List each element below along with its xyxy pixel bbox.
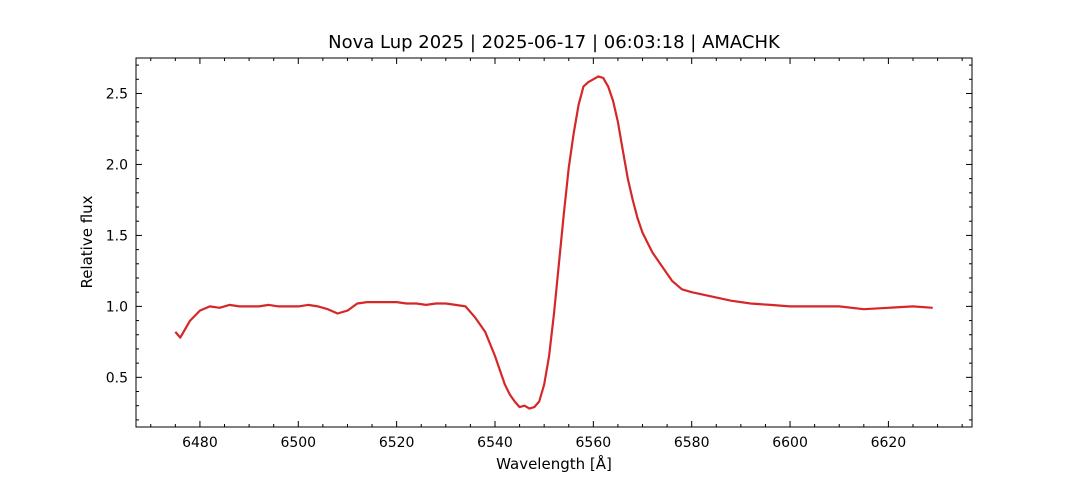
x-tick-label: 6520 xyxy=(379,435,415,451)
y-tick-label: 2.5 xyxy=(106,86,128,102)
x-tick-label: 6580 xyxy=(674,435,710,451)
plot-frame xyxy=(135,57,973,428)
x-tick-label: 6620 xyxy=(871,435,907,451)
x-tick-label: 6540 xyxy=(477,435,513,451)
y-tick-label: 2.0 xyxy=(106,157,128,173)
x-tick-label: 6500 xyxy=(280,435,316,451)
y-axis-label: Relative flux xyxy=(78,195,96,288)
axis-ticks: 6480 6500 6520 6540 6560 6580 6600 6620 0.5 1.0 1.… xyxy=(106,58,972,451)
y-tick-label: 1.0 xyxy=(106,299,128,315)
x-tick-label: 6560 xyxy=(576,435,612,451)
y-tick-label: 0.5 xyxy=(106,370,128,386)
y-tick-label: 1.5 xyxy=(106,228,128,244)
x-tick-label: 6600 xyxy=(772,435,808,451)
chart-title: Nova Lup 2025 | 2025-06-17 | 06:03:18 | … xyxy=(328,32,781,53)
series-group xyxy=(174,75,933,410)
x-tick-label: 6480 xyxy=(182,435,218,451)
x-axis-label: Wavelength [Å] xyxy=(496,454,612,473)
spectrum-line xyxy=(174,75,933,410)
